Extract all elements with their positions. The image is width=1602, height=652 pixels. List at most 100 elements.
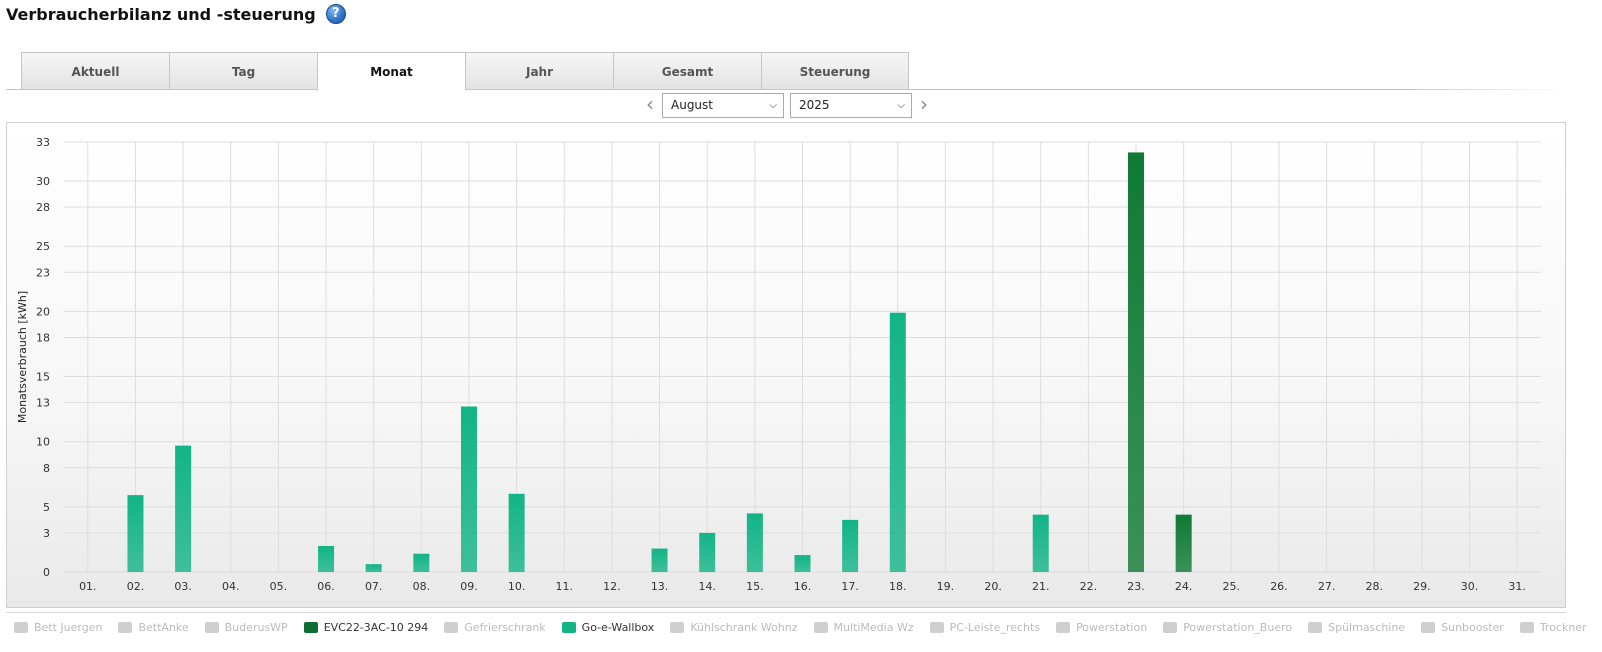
x-tick-label: 21. (1032, 580, 1050, 593)
month-select[interactable]: August ⌵ (662, 93, 784, 118)
y-tick-label: 15 (36, 371, 50, 384)
y-tick-label: 33 (36, 136, 50, 149)
y-tick-label: 8 (43, 462, 50, 475)
chart-legend: Bett Juergen BettAnke BuderusWP EVC22-3AC-1… (6, 612, 1587, 642)
y-tick-label: 3 (43, 527, 50, 540)
x-tick-label: 23. (1127, 580, 1145, 593)
bar-go-e-wallbox-3 (175, 445, 192, 572)
bar-go-e-wallbox-17 (842, 519, 859, 572)
legend-swatch (1421, 622, 1436, 633)
x-tick-label: 02. (127, 580, 145, 593)
year-select-value: 2025 (799, 98, 830, 112)
legend-label: Go-e-Wallbox (581, 621, 655, 634)
legend-item-powerstation-buero[interactable]: Powerstation_Buero (1163, 621, 1292, 634)
legend-item-bett-juergen[interactable]: Bett Juergen (14, 621, 102, 634)
legend-swatch (118, 622, 133, 633)
legend-label: Spülmaschine (1328, 621, 1406, 634)
bar-evc22-3ac-10-294-23 (1128, 152, 1145, 572)
x-tick-label: 05. (270, 580, 288, 593)
legend-label: MultiMedia Wz (833, 621, 914, 634)
legend-swatch (1163, 622, 1178, 633)
legend-item-go-e-wallbox[interactable]: Go-e-Wallbox (561, 621, 655, 634)
year-select[interactable]: 2025 ⌵ (790, 93, 912, 118)
x-tick-label: 01. (79, 580, 97, 593)
legend-swatch (204, 622, 219, 633)
x-tick-label: 11. (556, 580, 574, 593)
x-tick-label: 30. (1461, 580, 1479, 593)
x-tick-label: 06. (317, 580, 335, 593)
x-tick-label: 22. (1080, 580, 1098, 593)
tab-steuerung[interactable]: Steuerung (761, 52, 909, 90)
bar-go-e-wallbox-10 (508, 493, 525, 572)
legend-label: Gefrierschrank (464, 621, 546, 634)
y-tick-label: 10 (36, 436, 50, 449)
x-tick-label: 12. (603, 580, 621, 593)
y-tick-label: 30 (36, 175, 50, 188)
tab-bar: Aktuell Tag Monat Jahr Gesamt Steuerung (21, 52, 909, 91)
x-tick-label: 09. (460, 580, 478, 593)
chevron-down-icon: ⌵ (897, 100, 905, 111)
tab-jahr[interactable]: Jahr (465, 52, 613, 90)
bar-go-e-wallbox-6 (318, 545, 335, 572)
y-tick-label: 5 (43, 501, 50, 514)
x-tick-label: 24. (1175, 580, 1193, 593)
bar-go-e-wallbox-21 (1032, 514, 1049, 572)
legend-swatch (1056, 622, 1071, 633)
legend-item-sp-lmaschine[interactable]: Spülmaschine (1308, 621, 1405, 634)
y-tick-label: 25 (36, 240, 50, 253)
legend-item-evc22-3ac-10-294[interactable]: EVC22-3AC-10 294 (303, 621, 429, 634)
chevron-left-icon[interactable]: ‹ (646, 92, 654, 116)
legend-label: BuderusWP (224, 621, 288, 634)
tab-tag[interactable]: Tag (169, 52, 317, 90)
legend-label: PC-Leiste_rechts (949, 621, 1041, 634)
legend-swatch (813, 622, 828, 633)
legend-swatch (561, 622, 576, 633)
bar-go-e-wallbox-18 (889, 312, 906, 572)
tab-gesamt[interactable]: Gesamt (613, 52, 761, 90)
legend-swatch (1519, 622, 1534, 633)
legend-item-multimedia-wz[interactable]: MultiMedia Wz (813, 621, 914, 634)
x-tick-label: 25. (1223, 580, 1241, 593)
legend-label: Powerstation_Buero (1183, 621, 1293, 634)
tab-monat[interactable]: Monat (317, 52, 465, 91)
x-tick-label: 13. (651, 580, 669, 593)
tab-aktuell[interactable]: Aktuell (21, 52, 169, 90)
x-tick-label: 15. (746, 580, 764, 593)
y-tick-label: 20 (36, 305, 50, 318)
x-tick-label: 03. (174, 580, 192, 593)
legend-item-k-hlschrank-wohnz[interactable]: Kühlschrank Wohnz (670, 621, 798, 634)
legend-item-trockner[interactable]: Trockner (1519, 621, 1587, 634)
bar-go-e-wallbox-7 (365, 564, 382, 572)
legend-swatch (670, 622, 685, 633)
legend-swatch (929, 622, 944, 633)
x-tick-label: 17. (841, 580, 859, 593)
legend-item-sunbooster[interactable]: Sunbooster (1421, 621, 1504, 634)
legend-swatch (14, 622, 28, 633)
bar-go-e-wallbox-13 (651, 548, 668, 572)
x-tick-label: 04. (222, 580, 240, 593)
legend-item-gefrierschrank[interactable]: Gefrierschrank (444, 621, 546, 634)
legend-swatch (444, 622, 459, 633)
legend-item-powerstation[interactable]: Powerstation (1056, 621, 1147, 634)
x-tick-label: 18. (889, 580, 907, 593)
x-tick-label: 16. (794, 580, 812, 593)
legend-label: BettAnke (138, 621, 189, 634)
help-icon[interactable]: ? (325, 4, 346, 24)
y-tick-label: 28 (36, 201, 50, 214)
legend-label: EVC22-3AC-10 294 (323, 621, 429, 634)
page-title: Verbraucherbilanz und -steuerung ? (6, 4, 346, 24)
y-tick-label: 23 (36, 266, 50, 279)
monthly-consumption-chart: 0 3 5 8 10 13 15 18 20 23 25 28 30 33 01. 02. 03. 04. 05. 0… (16, 136, 1541, 593)
x-tick-label: 31. (1508, 580, 1526, 593)
chart-panel: 0 3 5 8 10 13 15 18 20 23 25 28 30 33 01. 02. 03. 04. 05. 0… (6, 122, 1566, 608)
legend-label: Kühlschrank Wohnz (690, 621, 798, 634)
y-tick-label: 13 (36, 397, 50, 410)
legend-label: Sunbooster (1441, 621, 1504, 634)
x-tick-label: 08. (413, 580, 431, 593)
x-tick-label: 29. (1413, 580, 1431, 593)
chevron-right-icon[interactable]: › (920, 92, 928, 116)
legend-item-pc-leiste-rechts[interactable]: PC-Leiste_rechts (929, 621, 1041, 634)
legend-item-bettanke[interactable]: BettAnke (118, 621, 189, 634)
legend-label: Powerstation (1076, 621, 1148, 634)
legend-item-buderuswp[interactable]: BuderusWP (204, 621, 288, 634)
